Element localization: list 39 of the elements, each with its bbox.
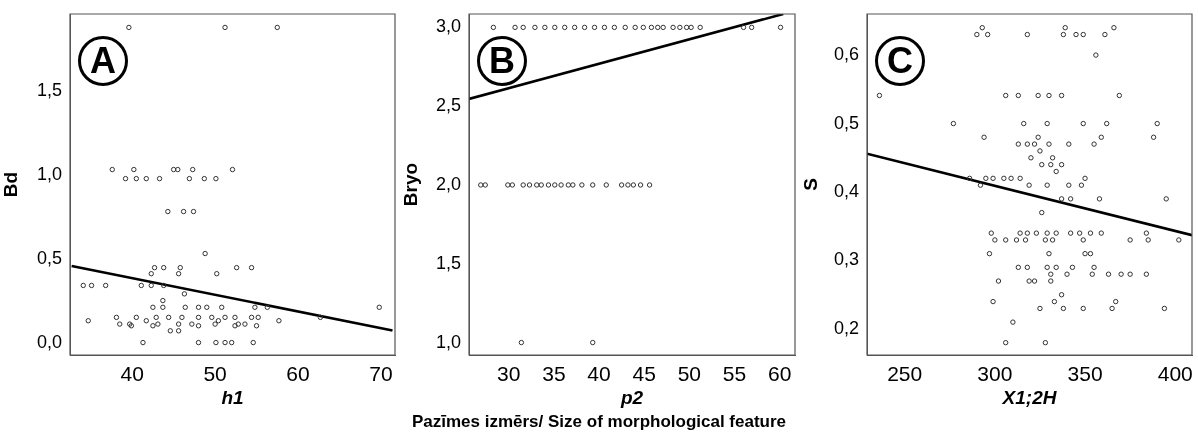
x-tick-label: 45 (632, 362, 656, 386)
x-tick-label: 350 (1067, 362, 1103, 386)
x-tick-label: 40 (120, 362, 144, 386)
annotation: A (78, 36, 128, 86)
x-tick-label: 55 (722, 362, 747, 386)
y-tick-label: 1,5 (36, 79, 62, 100)
x-axis-title: X1;2H (1001, 386, 1058, 408)
annotation: C (875, 36, 925, 86)
y-tick-label: 0,3 (833, 249, 859, 270)
x-tick-label: 50 (203, 362, 227, 386)
y-axis-title: Bryo (399, 162, 421, 207)
text: Pazīmes izmērs/ Size of morphological feature (410, 412, 788, 432)
y-tick-label: 0,2 (833, 317, 859, 338)
x-tick-label: 250 (887, 362, 923, 386)
x-tick-label: 70 (369, 362, 393, 386)
x-tick-label: 30 (497, 362, 521, 386)
y-tick-label: 0,5 (833, 112, 859, 133)
y-axis-title: Bd (0, 171, 21, 198)
x-tick-label: 40 (587, 362, 611, 386)
x-axis-title: p2 (619, 386, 644, 408)
x-tick-label: 60 (767, 362, 792, 386)
y-tick-label: 0,4 (833, 181, 859, 201)
y-tick-label: 1,5 (435, 252, 461, 273)
x-tick-label: 400 (1157, 362, 1193, 386)
y-tick-label: 3,0 (435, 16, 461, 37)
x-tick-label: 35 (542, 362, 566, 386)
y-tick-label: 0,6 (833, 44, 859, 65)
x-tick-label: 50 (677, 362, 702, 386)
y-tick-label: 2,0 (435, 173, 461, 194)
y-tick-label: 1,0 (36, 163, 62, 184)
x-tick-label: 300 (977, 362, 1013, 386)
y-tick-label: 1,0 (435, 331, 461, 352)
y-tick-label: 2,5 (435, 95, 461, 116)
annotation: B (477, 36, 527, 86)
y-axis-title: S (799, 178, 821, 191)
x-axis-title: h1 (221, 386, 244, 408)
y-tick-label: 0,0 (36, 331, 62, 352)
x-tick-label: 60 (286, 362, 310, 386)
y-tick-label: 0,5 (36, 247, 62, 268)
